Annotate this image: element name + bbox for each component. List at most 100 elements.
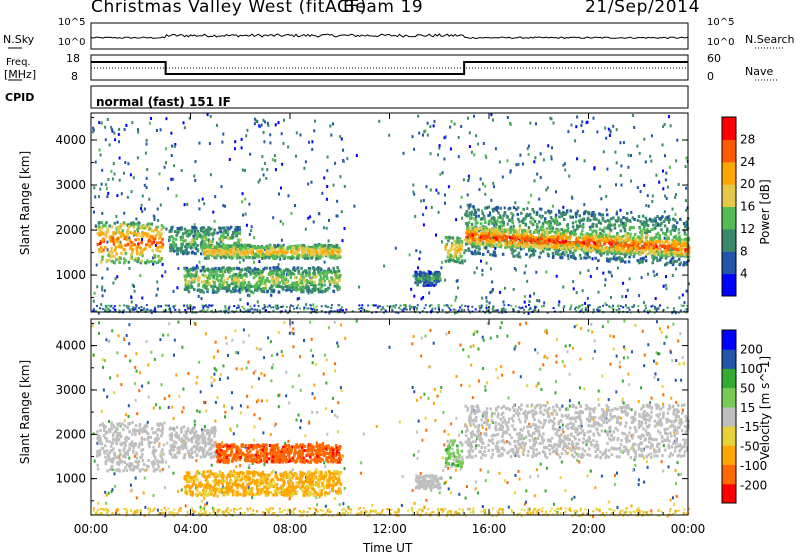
echo-cell [119,257,122,260]
noise-cell [388,134,390,137]
echo-cell [336,281,339,284]
noise-cell [311,140,313,143]
echo-cell [251,248,254,251]
echo-cell [281,279,284,282]
ground-cell [659,305,661,307]
ground-cell [119,309,121,311]
noise-cell [412,184,414,187]
ground-cell [406,309,408,311]
noise-cell [311,148,313,151]
echo-cell [127,234,130,237]
noise-cell [464,259,466,262]
echo-cell [237,254,240,257]
noise-cell [154,218,156,221]
echo-cell [666,262,669,265]
noise-cell [209,142,211,145]
echo-cell [142,225,145,228]
echo-cell [521,229,524,232]
echo-cell [108,225,111,228]
noise-cell [106,187,108,190]
noise-cell [150,117,152,120]
noise-cell [461,196,463,199]
noise-cell [241,138,243,141]
noise-cell [249,294,251,297]
echo-cell [223,226,226,229]
ground-cell [102,308,104,310]
echo-cell [104,246,107,249]
echo-cell [191,251,194,254]
echo-cell [590,233,593,236]
ground-cell [667,307,669,309]
echo-cell [270,272,273,275]
echo-cell [530,222,533,225]
ground-cell [338,304,340,306]
noise-cell [515,163,517,166]
noise-cell [484,185,486,188]
echo-cell [672,256,675,259]
echo-cell [630,226,633,229]
noise-cell [645,204,647,207]
echo-cell [307,285,310,288]
noise-cell [525,265,527,268]
echo-cell [510,226,513,229]
ground-cell [104,309,106,311]
echo-cell [547,253,550,256]
noise-cell [543,158,545,161]
noise-cell [157,219,159,222]
ground-cell [534,307,536,309]
noise-cell [173,164,175,167]
noise-cell [449,126,451,129]
echo-cell [161,246,164,249]
noise-cell [476,267,478,270]
ground-cell [403,310,405,312]
noise-cell [269,141,271,144]
echo-cell [278,291,281,294]
ground-cell [581,304,583,306]
noise-cell [125,124,127,127]
echo-cell [518,252,521,255]
echo-cell [217,279,220,282]
echo-cell [468,221,471,224]
noise-cell [279,258,281,261]
echo-cell [583,251,586,254]
ground-cell [529,308,531,310]
echo-cell [210,272,213,275]
echo-cell [208,274,211,277]
echo-cell [614,227,617,230]
noise-cell [353,205,355,208]
ground-cell [270,306,272,308]
echo-cell [259,246,262,249]
noise-cell [305,160,307,163]
noise-cell [480,178,482,181]
echo-cell [566,209,569,212]
echo-cell [200,252,203,255]
noise-cell [242,214,244,217]
echo-cell [417,280,420,283]
noise-cell [127,196,129,199]
echo-cell [620,229,623,232]
noise-cell [139,274,141,277]
echo-cell [101,256,104,259]
echo-cell [232,248,235,251]
echo-cell [645,259,648,262]
noise-cell [672,208,674,211]
noise-cell [241,200,243,203]
echo-cell [157,231,160,234]
ground-cell [520,307,522,309]
echo-cell [661,215,664,218]
noise-cell [427,134,429,137]
noise-cell [123,172,125,175]
noise-cell [533,292,535,295]
ground-cell [618,308,620,310]
echo-cell [329,283,332,286]
echo-cell [281,276,284,279]
echo-cell [552,255,555,258]
noise-cell [421,297,423,300]
noise-cell [134,290,136,293]
echo-cell [625,238,628,241]
echo-cell [181,243,184,246]
ground-cell [203,309,205,311]
ground-cell [686,308,688,310]
echo-cell [149,223,152,226]
ground-cell [306,308,308,310]
